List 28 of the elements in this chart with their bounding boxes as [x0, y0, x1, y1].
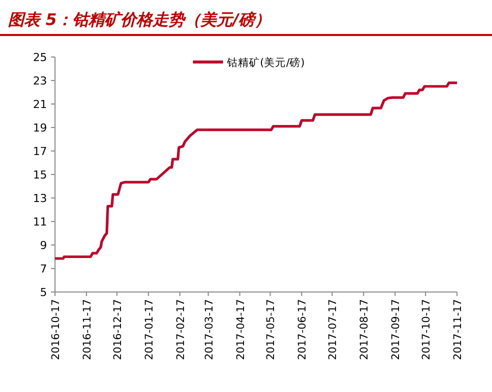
x-tick-label: 2017-10-17 [420, 299, 433, 360]
x-tick-label: 2017-01-17 [143, 299, 156, 360]
x-tick-label: 2017-06-17 [296, 299, 309, 360]
legend-label: 钴精矿(美元/磅) [226, 56, 305, 69]
x-tick-label: 2017-04-17 [234, 299, 247, 360]
x-tick-label: 2017-09-17 [390, 299, 402, 360]
y-tick-label: 25 [33, 51, 47, 64]
x-tick-label: 2016-10-17 [50, 299, 62, 360]
y-tick-label: 13 [33, 192, 47, 205]
x-tick-label: 2017-03-17 [203, 299, 216, 360]
x-tick-label: 2017-08-17 [358, 299, 371, 360]
y-tick-label: 5 [40, 286, 47, 299]
y-tick-label: 7 [40, 262, 47, 276]
x-tick-label: 2017-11-17 [452, 299, 464, 360]
y-tick-label: 19 [33, 122, 47, 134]
y-tick-label: 9 [40, 239, 47, 252]
chart-title: 图表 5：钴精矿价格走势（美元/磅） [8, 10, 271, 29]
x-tick-label: 2017-07-17 [327, 299, 340, 360]
y-tick-label: 23 [33, 74, 47, 88]
legend: 钴精矿(美元/磅) [193, 57, 305, 69]
x-tick-label: 2017-05-17 [265, 299, 278, 360]
y-tick-label: 15 [33, 168, 47, 182]
x-tick-label: 2016-12-17 [112, 299, 124, 360]
y-tick-label: 11 [33, 216, 47, 228]
x-tick-label: 2016-11-17 [81, 299, 94, 360]
y-tick-label: 17 [33, 145, 47, 158]
y-tick-label: 21 [33, 98, 47, 111]
x-tick-label: 2017-02-17 [174, 299, 187, 360]
